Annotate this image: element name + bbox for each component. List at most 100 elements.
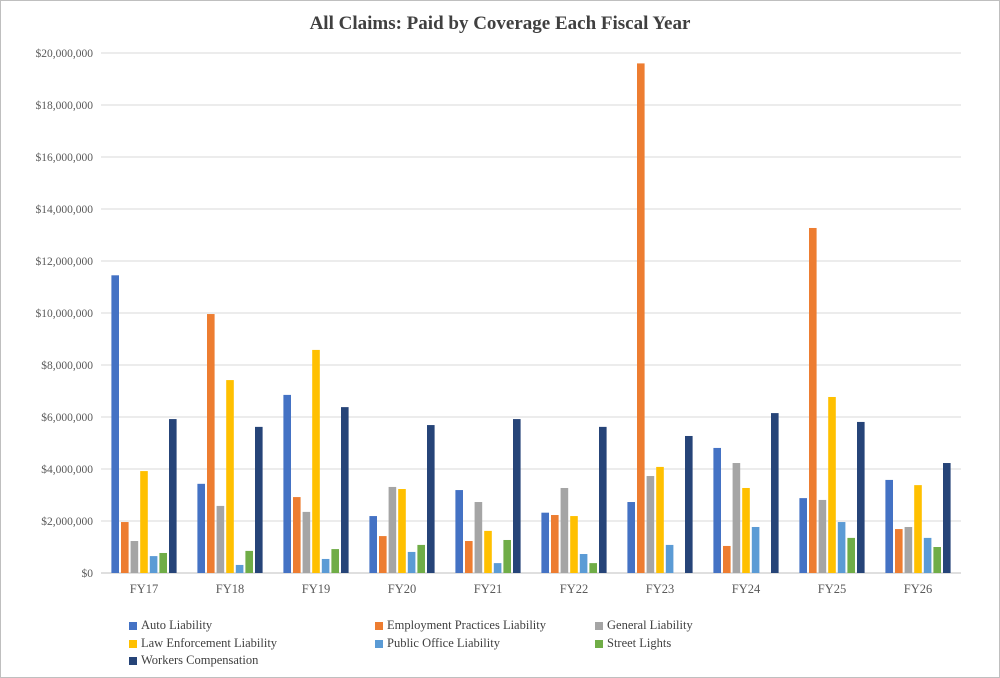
- bar-auto-liability-fy18: [197, 483, 205, 573]
- legend-swatch: [129, 656, 137, 665]
- bar-workers-compensation-fy26: [943, 463, 951, 573]
- x-tick-label: FY17: [130, 582, 158, 596]
- legend-item: Workers Compensation: [129, 653, 258, 668]
- bar-law-enforcement-liability-fy24: [742, 487, 750, 573]
- bar-employment-practices-liability-fy26: [895, 529, 903, 573]
- bar-auto-liability-fy26: [885, 479, 893, 573]
- x-tick-label: FY19: [302, 582, 330, 596]
- bar-law-enforcement-liability-fy19: [312, 349, 320, 573]
- legend-swatch: [595, 621, 603, 630]
- x-tick-label: FY25: [818, 582, 846, 596]
- bar-general-liability-fy19: [302, 511, 311, 573]
- y-tick-label: $10,000,000: [36, 307, 94, 320]
- bar-workers-compensation-fy20: [427, 425, 435, 573]
- bar-general-liability-fy23: [646, 476, 655, 573]
- x-tick-label: FY23: [646, 582, 674, 596]
- bar-public-office-liability-fy19: [321, 558, 330, 573]
- bar-general-liability-fy18: [216, 505, 225, 573]
- x-tick-label: FY24: [732, 582, 761, 596]
- bar-public-office-liability-fy17: [149, 556, 158, 573]
- legend-item: Street Lights: [595, 636, 671, 651]
- legend-item: Employment Practices Liability: [375, 618, 546, 633]
- legend-swatch: [129, 639, 137, 648]
- chart-title: All Claims: Paid by Coverage Each Fiscal…: [309, 13, 691, 34]
- bar-workers-compensation-fy24: [771, 413, 779, 573]
- legend-label: Employment Practices Liability: [387, 618, 546, 632]
- legend-swatch: [595, 639, 603, 648]
- y-tick-label: $6,000,000: [41, 411, 93, 424]
- bar-employment-practices-liability-fy21: [465, 541, 473, 573]
- bar-workers-compensation-fy23: [685, 435, 693, 573]
- bar-workers-compensation-fy19: [341, 407, 349, 573]
- bar-general-liability-fy24: [732, 463, 741, 573]
- bar-public-office-liability-fy24: [751, 526, 760, 573]
- bar-street-lights-fy25: [847, 537, 855, 573]
- x-tick-label: FY26: [904, 582, 932, 596]
- bar-general-liability-fy20: [388, 486, 397, 573]
- bar-law-enforcement-liability-fy25: [828, 396, 836, 573]
- x-tick-label: FY22: [560, 582, 588, 596]
- legend-label: Auto Liability: [141, 618, 213, 632]
- y-tick-label: $4,000,000: [41, 463, 93, 476]
- bar-workers-compensation-fy22: [599, 426, 607, 573]
- legend-item: Auto Liability: [129, 618, 212, 633]
- y-tick-label: $8,000,000: [41, 359, 93, 372]
- y-tick-label: $12,000,000: [36, 255, 94, 268]
- y-tick-label: $18,000,000: [36, 99, 94, 112]
- bar-employment-practices-liability-fy17: [121, 522, 129, 573]
- bar-law-enforcement-liability-fy18: [226, 380, 234, 573]
- bar-street-lights-fy21: [503, 539, 511, 573]
- x-tick-label: FY21: [474, 582, 502, 596]
- y-tick-label: $2,000,000: [41, 515, 93, 528]
- bar-law-enforcement-liability-fy21: [484, 530, 492, 573]
- legend-label: Street Lights: [607, 636, 672, 650]
- bar-auto-liability-fy22: [541, 512, 549, 573]
- legend-item: Public Office Liability: [375, 636, 500, 651]
- bar-auto-liability-fy17: [111, 275, 119, 573]
- bar-street-lights-fy17: [159, 552, 167, 573]
- bar-street-lights-fy18: [245, 550, 253, 573]
- bar-employment-practices-liability-fy23: [637, 63, 645, 574]
- y-tick-label: $16,000,000: [36, 151, 94, 164]
- bar-employment-practices-liability-fy20: [379, 536, 387, 573]
- bar-street-lights-fy19: [331, 549, 339, 573]
- legend-swatch: [375, 639, 383, 648]
- bar-general-liability-fy22: [560, 487, 569, 573]
- bar-employment-practices-liability-fy19: [293, 497, 301, 573]
- bar-employment-practices-liability-fy22: [551, 515, 559, 573]
- bar-general-liability-fy21: [474, 502, 483, 573]
- bar-public-office-liability-fy23: [665, 544, 674, 573]
- bar-general-liability-fy25: [818, 499, 827, 573]
- bar-general-liability-fy26: [904, 526, 913, 573]
- x-tick-label: FY18: [216, 582, 244, 596]
- y-tick-label: $0: [82, 567, 94, 580]
- bar-law-enforcement-liability-fy17: [140, 471, 148, 573]
- bar-public-office-liability-fy20: [407, 551, 416, 573]
- bar-public-office-liability-fy22: [579, 554, 588, 573]
- bar-public-office-liability-fy25: [837, 522, 846, 573]
- bar-law-enforcement-liability-fy22: [570, 516, 578, 573]
- bar-workers-compensation-fy25: [857, 421, 865, 573]
- legend-label: Law Enforcement Liability: [141, 636, 278, 650]
- bar-auto-liability-fy20: [369, 516, 377, 573]
- bar-law-enforcement-liability-fy26: [914, 485, 922, 573]
- y-tick-label: $14,000,000: [36, 203, 94, 216]
- bar-law-enforcement-liability-fy23: [656, 466, 664, 573]
- legend-label: General Liability: [607, 618, 693, 632]
- x-tick-label: FY20: [388, 582, 416, 596]
- y-tick-label: $20,000,000: [36, 47, 94, 60]
- bar-employment-practices-liability-fy18: [207, 314, 215, 573]
- bar-auto-liability-fy23: [627, 502, 635, 573]
- legend-item: General Liability: [595, 618, 693, 633]
- bar-employment-practices-liability-fy24: [723, 545, 731, 573]
- legend-label: Workers Compensation: [141, 653, 259, 667]
- bar-auto-liability-fy25: [799, 498, 807, 573]
- bar-employment-practices-liability-fy25: [809, 227, 817, 574]
- legend-swatch: [129, 621, 137, 630]
- bar-public-office-liability-fy21: [493, 563, 502, 573]
- legend-label: Public Office Liability: [387, 636, 500, 650]
- legend-item: Law Enforcement Liability: [129, 636, 277, 651]
- bar-general-liability-fy17: [130, 541, 139, 573]
- bar-workers-compensation-fy17: [169, 419, 177, 573]
- bar-auto-liability-fy21: [455, 490, 463, 573]
